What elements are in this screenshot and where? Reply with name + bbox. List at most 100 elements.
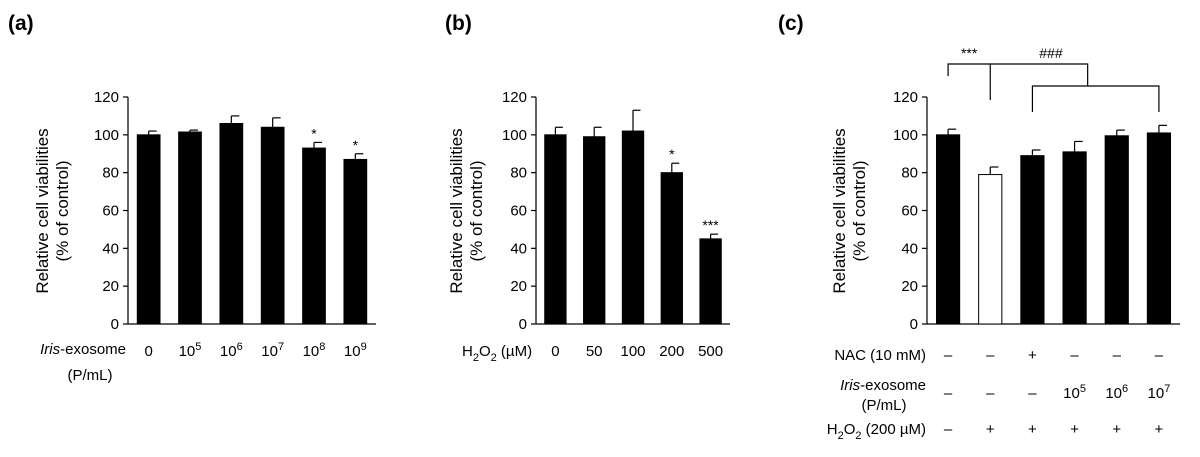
panel-b-xtick-label: 100 xyxy=(620,343,645,360)
panel-c-bar xyxy=(935,134,961,325)
panel-c-ylabel: Relative cell viabilities (% of control) xyxy=(830,128,869,293)
panel-a-significance: * xyxy=(353,137,359,153)
panel-c-row-nac-label: NAC (10 mM) xyxy=(834,347,926,364)
panel-a-xtick-label: 0 xyxy=(144,343,152,360)
panel-c-row-nac-cell: – xyxy=(986,347,995,364)
panel-c-bracket-2 xyxy=(990,63,1089,86)
panel-a-xtick-label: 108 xyxy=(303,341,326,360)
panel-b-significance: *** xyxy=(702,217,719,233)
panel-c-row-iris-cell: 106 xyxy=(1105,383,1128,402)
panel-a-xtick-label: 109 xyxy=(344,341,367,360)
panel-c-label: (c) xyxy=(778,12,804,35)
panel-c-bracket-2-label: ### xyxy=(1039,45,1063,61)
panel-c-row-iris-cell: – xyxy=(944,385,953,402)
panel-c-bar xyxy=(1062,151,1087,325)
panel-b-ytick-label: 120 xyxy=(502,89,527,106)
panel-a-ylabel: Relative cell viabilities (% of control) xyxy=(33,128,72,293)
panel-a-ylabel-line2: (% of control) xyxy=(53,160,72,261)
panel-b-ytick-label: 20 xyxy=(510,278,527,295)
panel-c-row-nac-cell: – xyxy=(944,347,953,364)
panel-b-xtitle-text: H2O2 (µM) xyxy=(462,343,532,364)
panel-c-row-iris-cell: 107 xyxy=(1148,383,1171,402)
panel-a-xtitle-italic: Iris xyxy=(40,341,60,358)
panel-b-xtick-label: 0 xyxy=(551,343,559,360)
panel-a-bar xyxy=(343,158,368,325)
panel-c-ylabel-line1: Relative cell viabilities xyxy=(830,128,849,293)
panel-b-significance: * xyxy=(669,146,675,162)
panel-c-row-iris-cell: – xyxy=(1028,385,1037,402)
panel-b-xtitle: H2O2 (µM) xyxy=(462,343,532,364)
panel-c: (c) Relative cell viabilities (% of cont… xyxy=(778,12,1180,442)
panel-a-bar xyxy=(136,134,161,325)
panel-b-ytick-label: 0 xyxy=(519,316,527,333)
panel-c-row-nac-cell: – xyxy=(1070,347,1079,364)
panel-c-row-h2o2-cell: + xyxy=(1112,421,1121,438)
panel-b-bar xyxy=(583,136,606,325)
panel-a-bar xyxy=(219,122,244,325)
panel-c-bracket-1 xyxy=(947,63,991,100)
panel-a-significance: * xyxy=(311,125,317,141)
panel-c-row-h2o2-cell: + xyxy=(986,421,995,438)
panel-a-ytick-label: 80 xyxy=(102,165,119,182)
panel-c-bracket-1-label: *** xyxy=(961,45,978,61)
panel-b-bar xyxy=(544,134,567,325)
panel-b-ytick-label: 80 xyxy=(510,165,527,182)
panel-c-row-nac-cell: + xyxy=(1028,347,1037,364)
panel-c-ytick-label: 120 xyxy=(893,89,918,106)
panel-c-bracket-2-group xyxy=(1031,85,1160,112)
panel-a-plot: 0 20 40 60 80 100 120 * * 0 105 106 107 108 109 xyxy=(94,89,376,360)
panel-b-ytick-label: 100 xyxy=(502,127,527,144)
panel-a-label: (a) xyxy=(8,12,34,35)
panel-b-bar xyxy=(621,130,645,325)
panel-a-xtick-label: 107 xyxy=(261,341,284,360)
panel-b-xtick-label: 500 xyxy=(698,343,723,360)
panel-a-ytick-label: 100 xyxy=(94,127,119,144)
panel-c-bar xyxy=(1104,135,1129,325)
panel-c-ytick-label: 40 xyxy=(901,240,918,257)
panel-a-ylabel-line1: Relative cell viabilities xyxy=(33,128,52,293)
panel-c-plot: 0 20 40 60 80 100 120 *** ### xyxy=(893,45,1180,333)
panel-a-ytick-label: 120 xyxy=(94,89,119,106)
panel-b-label: (b) xyxy=(445,12,472,35)
panel-c-row-nac-cell: – xyxy=(1113,347,1122,364)
panel-c-row-iris-cell: 105 xyxy=(1063,383,1086,402)
panel-a-ytick-label: 0 xyxy=(111,316,119,333)
panel-c-row-h2o2-cell: + xyxy=(1028,421,1037,438)
panel-a-xtitle: Iris-exosome xyxy=(40,341,126,358)
panel-c-condition-table: NAC (10 mM) – – + – – – Iris-exosome (P/mL) – – – 10… xyxy=(827,347,1171,442)
panel-a-ytick-label: 20 xyxy=(102,278,119,295)
panel-c-row-h2o2-cell: – xyxy=(944,421,953,438)
panel-c-ytick-label: 100 xyxy=(893,127,918,144)
panel-b-bar xyxy=(660,172,683,325)
panel-b-ylabel-line2: (% of control) xyxy=(467,160,486,261)
panel-c-ytick-label: 0 xyxy=(910,316,918,333)
panel-b-ylabel: Relative cell viabilities (% of control) xyxy=(447,128,486,293)
panel-c-row-iris-label: Iris-exosome xyxy=(840,377,926,394)
panel-c-bar xyxy=(978,174,1003,325)
panel-a: (a) Relative cell viabilities (% of cont… xyxy=(8,12,376,384)
panel-a-xtick-label: 105 xyxy=(179,341,202,360)
panel-c-ytick-label: 20 xyxy=(901,278,918,295)
panel-c-row-nac-cell: – xyxy=(1155,347,1164,364)
panel-a-bar xyxy=(178,131,202,325)
panel-a-ytick-label: 60 xyxy=(102,203,119,220)
panel-b-ylabel-line1: Relative cell viabilities xyxy=(447,128,466,293)
panel-c-row-h2o2-cell: + xyxy=(1070,421,1079,438)
panel-a-bar xyxy=(260,126,285,325)
panel-b-xtick-label: 200 xyxy=(659,343,684,360)
panel-b: (b) Relative cell viabilities (% of cont… xyxy=(445,12,730,364)
panel-c-bar xyxy=(1020,155,1045,325)
panel-c-row-h2o2-cell: + xyxy=(1155,421,1164,438)
panel-a-xtick-label: 106 xyxy=(220,341,243,360)
panel-a-bar xyxy=(302,147,326,325)
panel-b-ytick-label: 40 xyxy=(510,240,527,257)
panel-c-row-iris-label-line2: (P/mL) xyxy=(862,397,907,414)
panel-c-ylabel-line2: (% of control) xyxy=(850,160,869,261)
panel-c-bar xyxy=(1146,132,1172,325)
panel-c-row-h2o2-label: H2O2 (200 µM) xyxy=(827,421,926,442)
panel-a-xtitle-rest: -exosome xyxy=(60,341,126,358)
panel-c-row-iris-cell: – xyxy=(986,385,995,402)
panel-a-xtitle-line2: (P/mL) xyxy=(68,367,113,384)
